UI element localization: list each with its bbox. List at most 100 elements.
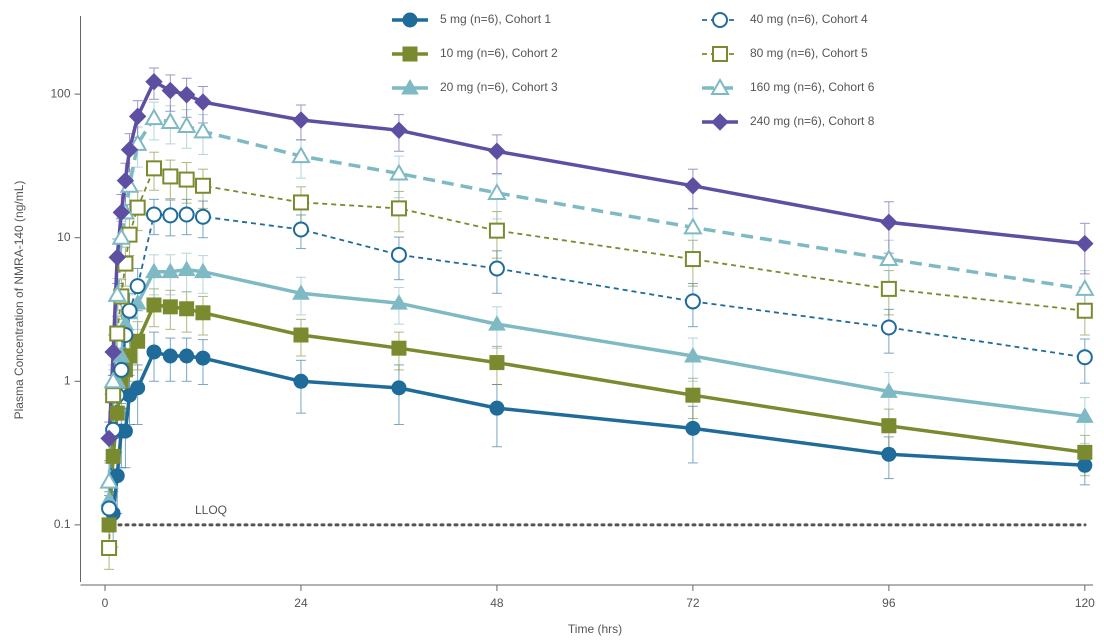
marker: [1075, 278, 1095, 296]
marker: [684, 177, 702, 195]
marker: [194, 177, 211, 194]
marker: [108, 248, 126, 267]
marker: [178, 206, 195, 223]
marker: [1076, 302, 1093, 319]
marker: [488, 260, 505, 277]
marker: [293, 327, 309, 343]
marker: [1075, 407, 1094, 423]
marker: [178, 171, 195, 188]
marker: [162, 207, 179, 224]
marker: [105, 448, 121, 464]
marker: [489, 400, 505, 416]
marker: [880, 280, 897, 297]
series-line: [108, 213, 1085, 509]
series-line: [108, 167, 1085, 549]
marker: [488, 315, 506, 331]
marker: [293, 373, 309, 389]
marker: [1077, 444, 1093, 460]
marker: [880, 319, 897, 336]
x-axis-title: Time (hrs): [568, 622, 622, 636]
marker: [881, 418, 897, 434]
marker: [107, 284, 127, 302]
marker: [176, 115, 197, 133]
marker: [401, 78, 419, 95]
marker: [684, 293, 701, 310]
marker: [130, 380, 146, 396]
marker: [402, 46, 418, 62]
marker: [101, 540, 118, 557]
marker: [162, 348, 178, 364]
marker: [712, 46, 728, 62]
marker: [390, 200, 407, 217]
legend-item: 80 mg (n=6), Cohort 5: [702, 46, 868, 62]
legend-label: 80 mg (n=6), Cohort 5: [750, 46, 868, 60]
marker: [104, 343, 122, 361]
series-line: [107, 303, 1086, 526]
marker: [194, 262, 212, 279]
legend-label: 10 mg (n=6), Cohort 2: [440, 46, 558, 60]
legend-label: 160 mg (n=6), Cohort 6: [750, 80, 875, 94]
y-tick-label: 0.1: [54, 517, 71, 531]
marker: [487, 182, 507, 200]
marker: [105, 387, 122, 404]
x-tick-label: 24: [294, 596, 308, 610]
marker: [194, 93, 212, 111]
marker: [292, 111, 310, 129]
y-tick-label: 100: [50, 86, 70, 100]
marker: [1076, 349, 1093, 366]
x-tick-label: 48: [490, 596, 504, 610]
legend-item: 160 mg (n=6), Cohort 6: [702, 77, 875, 95]
marker: [103, 371, 123, 389]
legend-item: 40 mg (n=6), Cohort 4: [702, 12, 868, 28]
marker: [111, 227, 132, 245]
marker: [99, 471, 119, 489]
marker: [402, 12, 418, 28]
plot-area: [99, 67, 1095, 570]
marker: [391, 340, 407, 356]
marker: [879, 249, 899, 267]
x-tick-label: 72: [686, 596, 700, 610]
marker: [121, 302, 138, 319]
marker: [109, 405, 125, 421]
marker: [710, 77, 730, 95]
series-line: [107, 267, 1086, 500]
y-tick-label: 1: [64, 373, 71, 387]
marker: [712, 12, 728, 28]
marker: [1076, 234, 1094, 253]
marker: [195, 350, 211, 366]
lloq-label: LLOQ: [195, 503, 227, 517]
marker: [146, 344, 162, 360]
marker: [292, 284, 310, 300]
marker: [390, 294, 408, 310]
marker: [1077, 457, 1093, 473]
marker: [161, 262, 180, 279]
legend-item: 20 mg (n=6), Cohort 3: [392, 78, 558, 95]
marker: [881, 446, 897, 462]
legend-label: 240 mg (n=6), Cohort 8: [750, 114, 875, 128]
marker: [177, 86, 196, 104]
marker: [391, 380, 407, 396]
marker: [488, 222, 505, 239]
series-line: [107, 79, 1085, 439]
marker: [120, 141, 139, 159]
marker: [292, 194, 309, 211]
marker: [880, 382, 898, 398]
marker: [116, 171, 135, 190]
series-line: [107, 116, 1086, 482]
legend-label: 40 mg (n=6), Cohort 4: [750, 12, 868, 26]
marker: [160, 111, 181, 129]
x-tick-label: 0: [102, 596, 109, 610]
marker: [161, 81, 180, 100]
marker: [193, 121, 213, 139]
marker: [145, 206, 162, 223]
marker: [685, 420, 701, 436]
marker: [488, 142, 506, 160]
marker: [101, 517, 117, 533]
x-tick-label: 120: [1075, 596, 1095, 610]
marker: [195, 305, 211, 321]
marker: [129, 278, 146, 295]
legend-item: 5 mg (n=6), Cohort 1: [392, 12, 551, 28]
marker: [177, 260, 196, 277]
marker: [130, 333, 146, 349]
marker: [146, 297, 162, 313]
